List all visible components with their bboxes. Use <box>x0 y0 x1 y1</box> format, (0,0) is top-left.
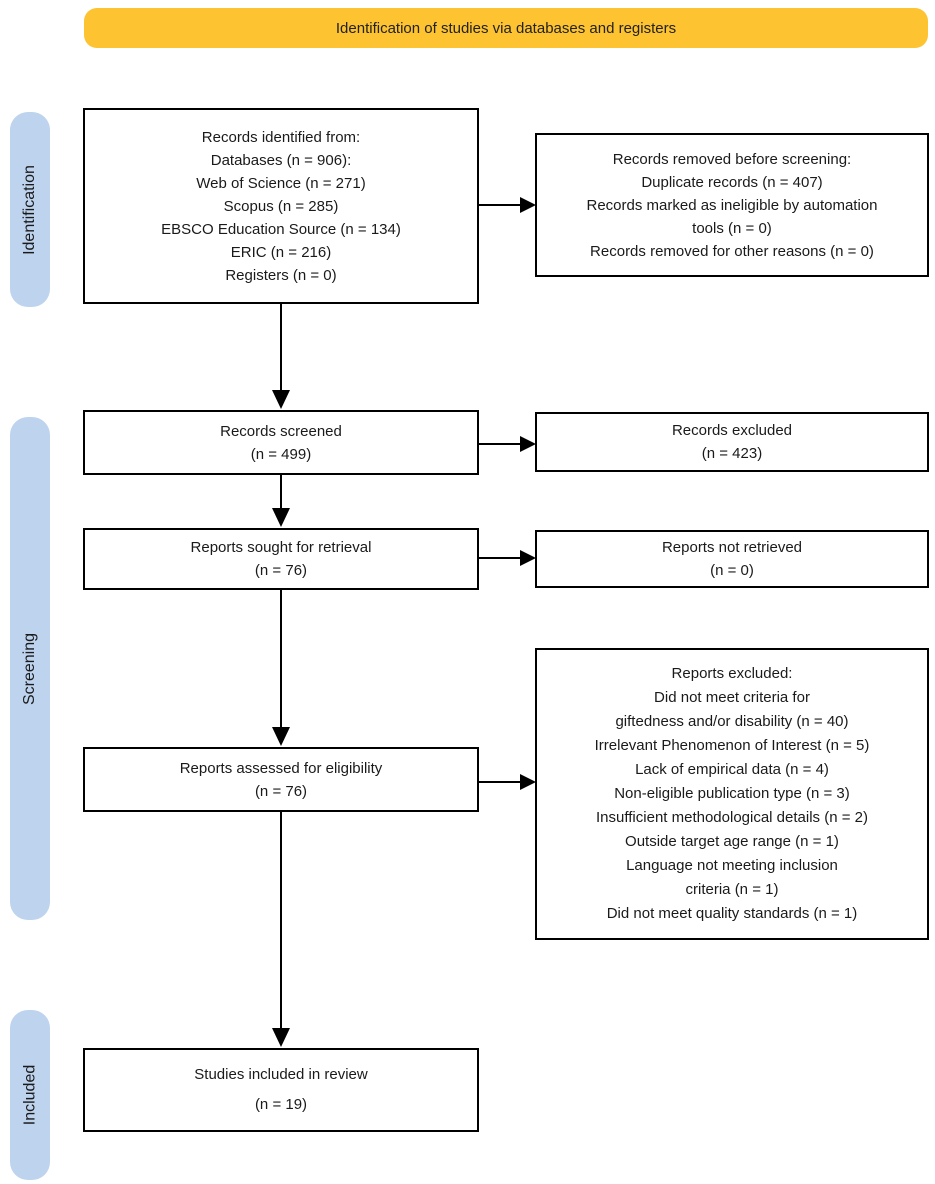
arrow-identified-to-removed <box>479 197 536 213</box>
stage-label-included-text: Included <box>21 1064 38 1126</box>
box-records-screened: Records screened (n = 499) <box>83 410 479 475</box>
arrow-screened-to-sought <box>272 475 290 527</box>
box-reports-sought: Reports sought for retrieval (n = 76) <box>83 528 479 590</box>
box-studies-included: Studies included in review (n = 19) <box>83 1048 479 1132</box>
box-studies-included-text: Studies included in review (n = 19) <box>194 1066 368 1113</box>
box-records-removed: Records removed before screening: Duplic… <box>535 133 929 277</box>
box-records-excluded-text: Records excluded (n = 423) <box>671 422 793 462</box>
arrow-screened-to-excluded <box>479 436 536 452</box>
box-reports-not-retrieved-text: Reports not retrieved (n = 0) <box>661 539 803 579</box>
stage-label-screening-text: Screening <box>21 632 39 705</box>
box-records-screened-text: Records screened (n = 499) <box>220 422 342 463</box>
stage-label-included: Included <box>10 1010 50 1180</box>
stage-label-identification-text: Identification <box>21 164 38 255</box>
arrow-sought-to-not-retrieved <box>479 550 536 566</box>
stage-label-identification: Identification <box>10 112 50 307</box>
box-records-identified: Records identified from: Databases (n = … <box>83 108 479 304</box>
box-reports-excluded-text: Reports excluded: Did not meet criteria … <box>594 665 870 922</box>
box-reports-assessed: Reports assessed for eligibility (n = 76… <box>83 747 479 812</box>
stage-label-screening: Screening <box>10 417 50 920</box>
box-records-identified-text: Records identified from: Databases (n = … <box>161 128 401 284</box>
box-reports-assessed-text: Reports assessed for eligibility (n = 76… <box>179 759 383 800</box>
box-records-excluded: Records excluded (n = 423) <box>535 412 929 472</box>
arrow-assessed-to-included <box>272 812 290 1047</box>
banner-label: Identification of studies via databases … <box>335 19 677 37</box>
arrow-sought-to-assessed <box>272 590 290 746</box>
banner-identification-via-databases: Identification of studies via databases … <box>84 8 928 48</box>
box-records-removed-text: Records removed before screening: Duplic… <box>586 150 878 260</box>
box-reports-sought-text: Reports sought for retrieval (n = 76) <box>190 539 372 579</box>
box-reports-not-retrieved: Reports not retrieved (n = 0) <box>535 530 929 588</box>
box-reports-excluded: Reports excluded: Did not meet criteria … <box>535 648 929 940</box>
arrow-assessed-to-reports-excluded <box>479 774 536 790</box>
arrow-identified-to-screened <box>272 304 290 409</box>
